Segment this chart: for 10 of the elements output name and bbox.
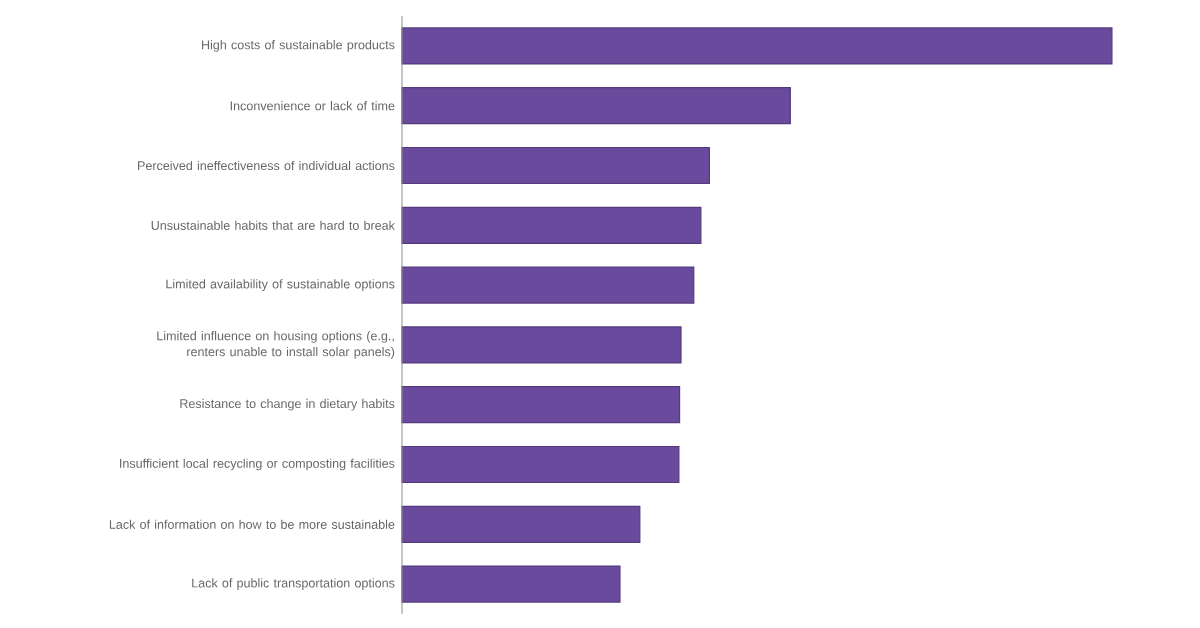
bar — [401, 87, 791, 125]
bar — [401, 505, 641, 543]
bar — [401, 27, 1113, 65]
bar — [401, 445, 680, 484]
bar — [401, 326, 682, 364]
bar — [401, 146, 710, 185]
bar — [401, 206, 702, 244]
bar — [401, 266, 695, 304]
bar — [401, 565, 621, 603]
bar — [401, 386, 681, 424]
